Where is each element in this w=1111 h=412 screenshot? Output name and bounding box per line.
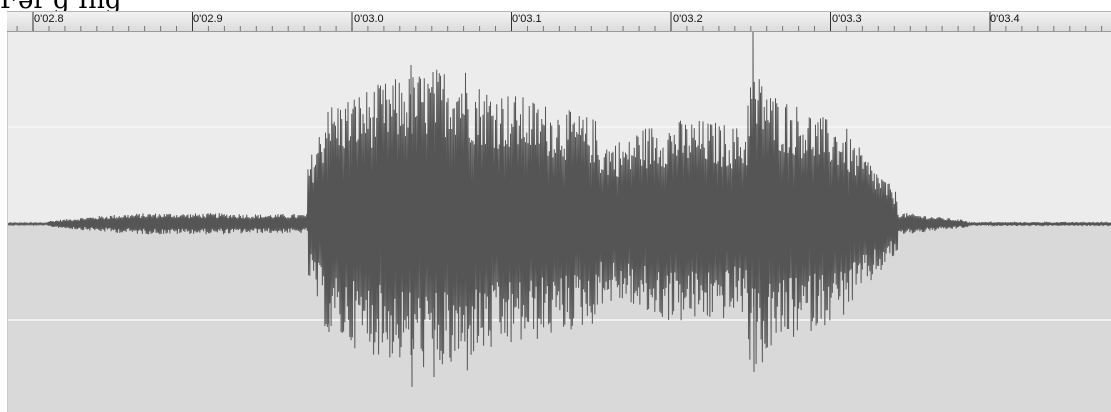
tick-label-0: 0'02.8 — [34, 13, 64, 25]
tick-label-1: 0'02.9 — [193, 13, 223, 25]
audio-waveform — [8, 32, 1111, 388]
tick-label-5: 0'03.3 — [832, 13, 862, 25]
tick-label-4: 0'03.2 — [673, 13, 703, 25]
tick-label-3: 0'03.1 — [512, 13, 542, 25]
waveform-svg — [8, 32, 1111, 412]
ruler-ticks — [16, 12, 1103, 31]
waveform-display[interactable] — [7, 32, 1111, 412]
tick-label-6: 0'03.4 — [990, 13, 1020, 25]
tick-label-2: 0'03.0 — [354, 13, 384, 25]
word-caption: Fər'g İng — [0, 0, 122, 15]
timeline-ruler[interactable]: 0'02.8 0'02.9 0'03.0 0'03.1 0'03.2 0'03.… — [7, 11, 1111, 32]
